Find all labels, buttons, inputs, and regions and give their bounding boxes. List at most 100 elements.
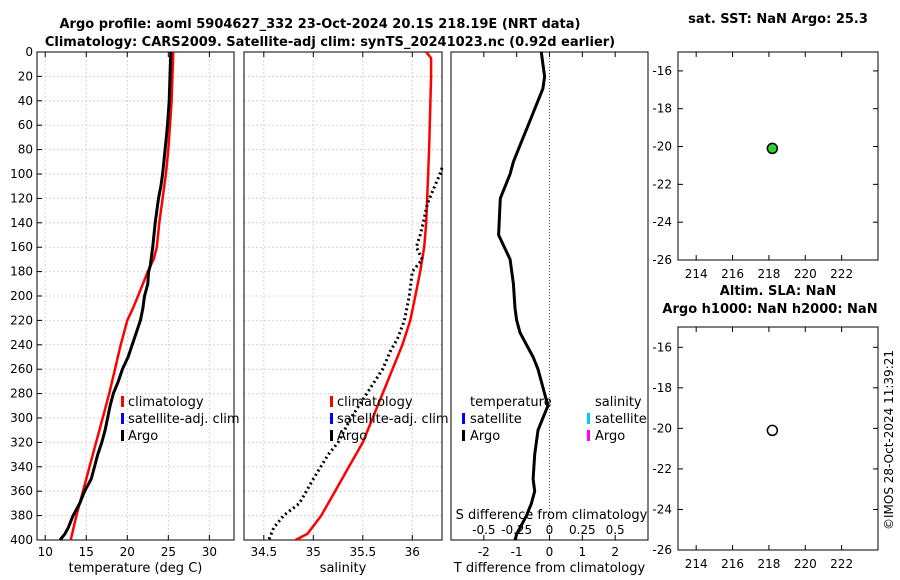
x-tick-label: 10 [38, 545, 53, 559]
legend-label: Argo [470, 429, 500, 444]
y-tick-label: -26 [652, 253, 672, 267]
y-tick-label: -16 [652, 64, 672, 78]
map-title: sat. SST: NaN Argo: 25.3 [688, 12, 868, 27]
x-tick-label-salinity: -0.5 [472, 523, 495, 537]
legend-swatch [121, 430, 124, 441]
legend-label: satellite [470, 412, 522, 427]
axes-frame [677, 51, 879, 261]
y-tick-label: -26 [652, 543, 672, 557]
sla-map-panel: 214 216 218 220 222 -16 -18 -20 -22 -24 -26 Altim. … [652, 284, 879, 571]
y-tick-label: 360 [10, 484, 33, 498]
x-tick-label: -1 [511, 545, 523, 559]
y-tick-label: 280 [10, 387, 33, 401]
x-tick-label: 35.5 [349, 545, 376, 559]
legend-label: satellite [595, 412, 647, 427]
y-tick-label: -24 [652, 215, 672, 229]
y-tick-label: 0 [25, 45, 33, 59]
series-line-climatology [294, 51, 433, 542]
x-tick-label-salinity: 0.25 [569, 523, 596, 537]
y-tick-label: 20 [18, 69, 33, 83]
series-line-temperature-diff [497, 51, 550, 541]
x-tick-label: 15 [79, 545, 94, 559]
y-tick-label: 80 [18, 143, 33, 157]
y-tick-label: 200 [10, 289, 33, 303]
legend-swatch [330, 413, 333, 424]
y-tick-label: 260 [10, 362, 33, 376]
x-tick-label: 220 [794, 267, 817, 281]
x-tick-label: 1 [579, 545, 587, 559]
legend-label: satellite-adj. clim [128, 412, 240, 427]
x-tick-label: 20 [120, 545, 135, 559]
y-tick-label: -18 [652, 102, 672, 116]
y-tick-label: -20 [652, 140, 672, 154]
series-line-argo [58, 51, 173, 541]
argo-position-marker [766, 142, 779, 155]
x-tick-label-salinity: 0 [546, 523, 554, 537]
x-tick-label: 2 [611, 545, 619, 559]
y-tick-label: 100 [10, 167, 33, 181]
legend-swatch [121, 413, 124, 424]
x-tick-label: 30 [202, 545, 217, 559]
axes-frame [243, 51, 443, 541]
y-tick-label: -22 [652, 462, 672, 476]
title-line1: Argo profile: aoml 5904627_332 23-Oct-20… [60, 17, 581, 32]
copyright-stamp: ©IMOS 28-Oct-2024 11:39:21 [882, 350, 896, 530]
y-tick-label: 60 [18, 118, 33, 132]
x-tick-label: 216 [721, 557, 744, 571]
x-tick-label: 34.5 [250, 545, 277, 559]
y-tick-label: 140 [10, 216, 33, 230]
y-tick-label: -22 [652, 177, 672, 191]
x-tick-label: -2 [478, 545, 490, 559]
legend-label: Argo [337, 429, 367, 444]
legend-swatch [330, 430, 333, 441]
y-tick-label: 320 [10, 435, 33, 449]
x-tick-label: 218 [757, 267, 780, 281]
y-tick-label: -24 [652, 502, 672, 516]
legend-swatch [121, 396, 124, 407]
legend-swatch [587, 413, 590, 424]
series-line-argo [267, 167, 444, 541]
x-axis-label: salinity [320, 561, 367, 576]
y-tick-label: 120 [10, 191, 33, 205]
main-title: Argo profile: aoml 5904627_332 23-Oct-20… [45, 17, 615, 50]
y-tick-label: 300 [10, 411, 33, 425]
title-line2: Climatology: CARS2009. Satellite-adj cli… [45, 35, 615, 50]
y-tick-label: 400 [10, 533, 33, 547]
legend-swatch [330, 396, 333, 407]
y-tick-label: -18 [652, 381, 672, 395]
x-tick-label: 36 [405, 545, 420, 559]
x-tick-label-salinity: -0.25 [501, 523, 532, 537]
x-tick-label: 222 [830, 267, 853, 281]
x-axis-label: T difference from climatology [453, 561, 646, 576]
y-tick-label: -20 [652, 421, 672, 435]
legend-heading-temperature: temperature [470, 395, 552, 410]
y-tick-label: 240 [10, 338, 33, 352]
temperature-panel: 10 15 20 25 30020406080100120140160180200220… [10, 45, 240, 576]
x-tick-label: 35 [306, 545, 321, 559]
x-tick-label: 216 [721, 267, 744, 281]
argo-position-marker [766, 424, 779, 437]
y-tick-label: 340 [10, 460, 33, 474]
legend-label: Argo [128, 429, 158, 444]
y-tick-label: 40 [18, 94, 33, 108]
legend-label: climatology [337, 395, 413, 410]
legend-heading-salinity: salinity [595, 395, 642, 410]
map-subtitle: Argo h1000: NaN h2000: NaN [662, 302, 877, 317]
x-tick-label: 0 [546, 545, 554, 559]
difference-panel: -2 -1 0 1 2 -0.5 -0.25 0 0.25 0.5S difference fro… [450, 51, 649, 576]
x-tick-label: 222 [830, 557, 853, 571]
axes-frame [677, 326, 879, 551]
y-tick-label: 180 [10, 265, 33, 279]
map-title: Altim. SLA: NaN [720, 284, 836, 299]
legend-label: satellite-adj. clim [337, 412, 449, 427]
x-tick-label: 214 [685, 557, 708, 571]
x-tick-label-salinity: 0.5 [606, 523, 625, 537]
y-tick-label: -16 [652, 340, 672, 354]
y-tick-label: 160 [10, 240, 33, 254]
salinity-panel: 34.5 35 35.5 36 salinity climatology satellite… [243, 51, 449, 576]
legend-label: Argo [595, 429, 625, 444]
x-axis-label: temperature (deg C) [69, 561, 203, 576]
legend-swatch [462, 430, 465, 441]
x-tick-label: 218 [757, 557, 780, 571]
